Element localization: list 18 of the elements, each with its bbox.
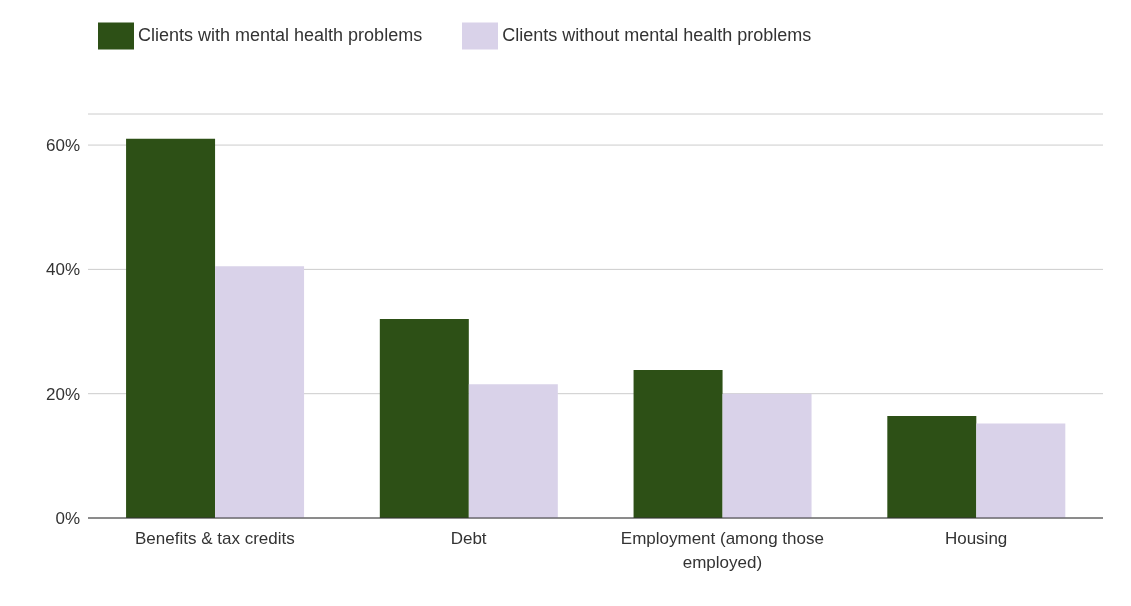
y-tick-label: 20% <box>45 384 80 404</box>
bar <box>722 393 812 518</box>
bar <box>887 416 977 518</box>
x-tick-label: Housing <box>944 529 1008 548</box>
bar <box>126 138 216 518</box>
x-tick-label: Debt <box>450 529 487 548</box>
bar <box>468 384 558 518</box>
y-tick-label: 0% <box>55 509 80 529</box>
y-tick-label: 40% <box>45 260 80 280</box>
bar <box>633 370 723 518</box>
bar <box>379 319 469 518</box>
legend-label: Clients with mental health problems <box>138 24 423 45</box>
bar <box>215 266 305 518</box>
y-tick-label: 60% <box>45 136 80 156</box>
x-tick-label: Benefits & tax credits <box>135 529 295 548</box>
legend-label: Clients without mental health problems <box>502 24 812 45</box>
x-tick-label: Employment (among those employed) <box>620 529 824 572</box>
bar <box>976 423 1066 518</box>
